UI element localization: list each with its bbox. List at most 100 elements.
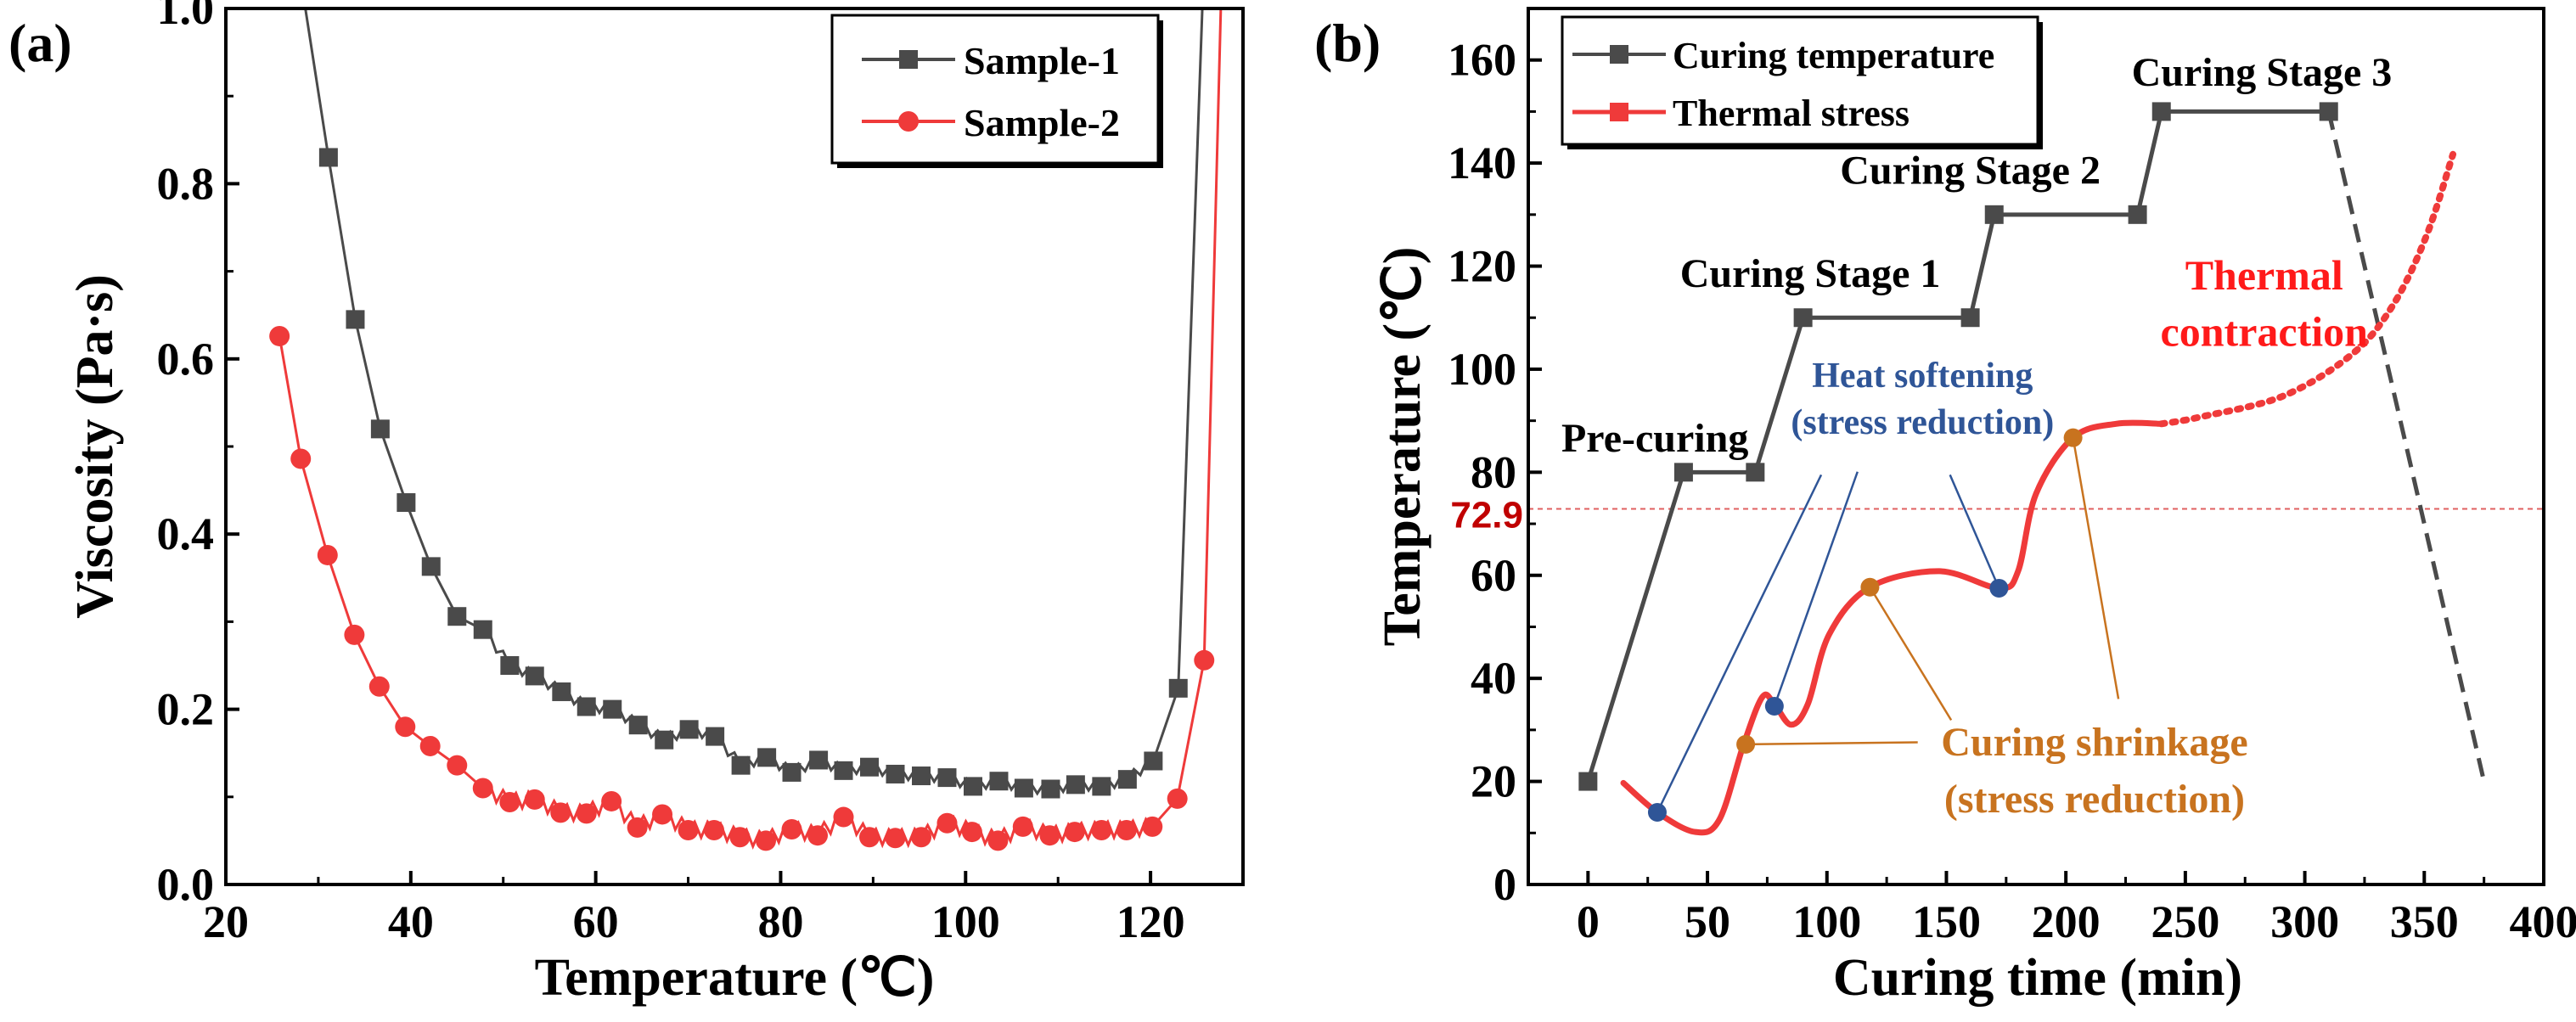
data-point-sample-1 xyxy=(1066,775,1085,795)
data-point-sample-2 xyxy=(781,818,802,840)
data-point-sample-2 xyxy=(678,820,699,841)
data-point-sample-1 xyxy=(706,727,725,746)
data-point-sample-1 xyxy=(989,772,1009,791)
panel-a-x-axis-title: Temperature (℃) xyxy=(535,949,935,1007)
x-tick-label: 250 xyxy=(2151,896,2219,947)
series-line-thermal-stress xyxy=(1620,419,2165,836)
data-point-sample-1 xyxy=(500,656,520,675)
data-point-sample-2 xyxy=(317,544,338,565)
data-point-sample-1 xyxy=(860,757,880,777)
data-point-sample-1 xyxy=(1014,778,1033,798)
data-point-curing-temperature xyxy=(1578,772,1598,791)
data-point-sample-2 xyxy=(368,676,390,697)
data-point-curing-temperature xyxy=(1960,308,1980,328)
annotation-curing-shrinkage: Curing shrinkage xyxy=(1941,720,2247,765)
data-point-sample-2 xyxy=(472,778,493,799)
x-tick-label: 400 xyxy=(2510,896,2576,947)
x-tick-label: 60 xyxy=(573,896,619,947)
legend-label-curing-temperature: Curing temperature xyxy=(1673,35,1994,76)
heat-softening-leader-line xyxy=(1949,474,2000,589)
data-point-sample-2 xyxy=(290,448,312,469)
data-point-sample-2 xyxy=(910,827,931,848)
data-point-sample-2 xyxy=(704,820,725,841)
reference-line-label: 72.9 xyxy=(1450,494,1523,536)
x-tick-label: 200 xyxy=(2032,896,2101,947)
legend-marker-circle xyxy=(898,111,919,132)
curing-shrinkage-point xyxy=(1736,734,1756,754)
data-point-sample-1 xyxy=(731,755,751,775)
data-point-curing-temperature xyxy=(2151,102,2171,121)
data-point-sample-1 xyxy=(834,761,853,780)
heat-softening-point xyxy=(1647,803,1667,823)
annotation-heat-softening-stress-reduction: (stress reduction) xyxy=(1791,403,2054,442)
data-point-sample-2 xyxy=(807,825,829,846)
panel-b-x-axis-title: Curing time (min) xyxy=(1833,949,2242,1007)
data-point-sample-2 xyxy=(1039,825,1060,846)
data-point-sample-1 xyxy=(552,682,571,701)
data-point-sample-1 xyxy=(525,666,544,686)
data-point-curing-temperature xyxy=(1673,463,1693,482)
y-tick-label: 0 xyxy=(1493,859,1516,910)
data-point-sample-2 xyxy=(652,804,673,825)
x-tick-label: 120 xyxy=(1116,896,1185,947)
data-point-sample-1 xyxy=(397,493,416,513)
panel-a-y-axis-title: Viscosity (Pa·s) xyxy=(66,274,124,619)
data-point-sample-1 xyxy=(679,720,699,739)
data-point-sample-1 xyxy=(628,716,648,735)
data-point-sample-1 xyxy=(1144,751,1163,771)
curing-shrinkage-leader-line xyxy=(2072,437,2120,699)
heat-softening-leader-line xyxy=(1773,471,1859,707)
data-point-curing-temperature xyxy=(1984,205,2004,224)
data-point-sample-1 xyxy=(809,750,829,770)
legend-marker-square xyxy=(899,50,918,69)
curing-temperature-cooling-dashed-line xyxy=(2326,110,2487,783)
data-point-sample-1 xyxy=(757,748,777,767)
heat-softening-leader-line xyxy=(1656,474,1823,813)
y-tick-label: 40 xyxy=(1471,653,1516,704)
curing-shrinkage-leader-line xyxy=(1746,741,1918,746)
data-point-sample-2 xyxy=(987,830,1009,851)
data-point-sample-2 xyxy=(1194,649,1215,671)
legend-label-thermal-stress: Thermal stress xyxy=(1673,93,1910,134)
data-point-sample-2 xyxy=(601,790,622,811)
data-point-sample-2 xyxy=(576,803,597,824)
annotation-curing-stage-1: Curing Stage 1 xyxy=(1680,251,1941,296)
panel-a: (a) 20 40 60 80 100 120 0.0 0.2 0.4 0.6 0.8 1.0 Tem… xyxy=(8,0,1245,1007)
y-tick-label: 120 xyxy=(1448,241,1516,292)
data-point-sample-2 xyxy=(1064,822,1085,843)
curing-shrinkage-leader-line xyxy=(1869,587,1953,721)
y-tick-label: 140 xyxy=(1448,138,1516,188)
data-point-sample-2 xyxy=(269,325,290,346)
panel-b: (b) 72.9 0 50 100 150 200 250 300 350 400 0 20 40 60… xyxy=(1314,7,2576,1007)
x-tick-label: 100 xyxy=(931,896,1000,947)
panel-a-legend: Sample-1 Sample-2 xyxy=(830,14,1163,168)
data-point-sample-2 xyxy=(833,806,854,828)
panel-b-plot-frame xyxy=(1527,7,2545,886)
data-point-sample-2 xyxy=(859,827,880,848)
legend-marker-square xyxy=(1610,103,1628,121)
data-point-curing-temperature xyxy=(2319,102,2338,121)
data-point-sample-1 xyxy=(911,766,931,786)
data-point-sample-2 xyxy=(344,624,365,645)
data-point-sample-1 xyxy=(1117,770,1137,789)
y-tick-label: 60 xyxy=(1471,550,1516,601)
data-point-sample-2 xyxy=(1012,816,1033,837)
x-tick-label: 150 xyxy=(1912,896,1981,947)
data-point-sample-1 xyxy=(1168,678,1188,698)
data-point-curing-temperature xyxy=(1793,308,1813,328)
data-point-sample-2 xyxy=(499,791,520,812)
legend-box xyxy=(830,14,1160,165)
data-point-sample-2 xyxy=(550,802,571,823)
legend-label-sample-2: Sample-2 xyxy=(964,101,1120,144)
x-tick-label: 100 xyxy=(1792,896,1861,947)
y-tick-label: 0.6 xyxy=(157,334,215,385)
curing-shrinkage-point xyxy=(1860,577,1880,597)
x-tick-label: 300 xyxy=(2270,896,2339,947)
y-tick-label: 0.2 xyxy=(157,684,215,735)
heat-softening-point xyxy=(1764,696,1784,716)
x-tick-label: 80 xyxy=(757,896,803,947)
data-point-sample-1 xyxy=(1092,777,1111,796)
y-tick-label: 0.4 xyxy=(157,508,215,559)
data-point-sample-2 xyxy=(627,817,648,838)
